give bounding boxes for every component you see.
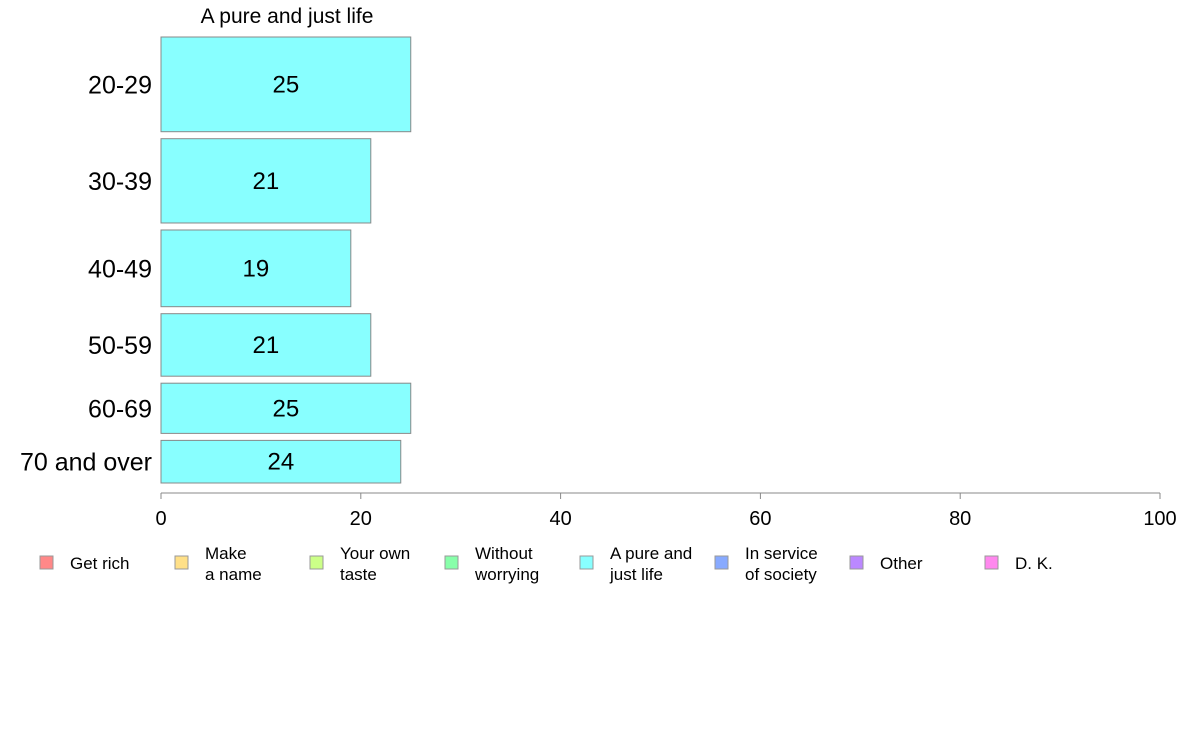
x-axis: 0 20 40 60 80 100	[155, 492, 1177, 530]
legend-label: D. K.	[1015, 554, 1053, 573]
legend-label: of society	[745, 565, 817, 584]
category-label: 70 and over	[20, 449, 152, 477]
x-tick-label: 60	[749, 508, 771, 530]
legend-swatch	[849, 555, 864, 570]
legend-swatch	[444, 555, 459, 570]
bar-60-69	[160, 382, 412, 434]
bar-40-49	[160, 229, 352, 308]
x-tick-label: 80	[949, 508, 971, 530]
legend-swatch	[309, 555, 324, 570]
legend-label: taste	[340, 565, 377, 584]
legend-label: In service	[745, 544, 818, 563]
bar-value-label: 19	[243, 255, 270, 282]
category-label: 60-69	[88, 395, 152, 423]
legend-label: a name	[205, 565, 262, 584]
legend-label: Make	[205, 544, 247, 563]
bar-value-label: 25	[273, 395, 300, 422]
x-tick-label: 20	[350, 508, 372, 530]
category-label: 20-29	[88, 71, 152, 99]
legend-label: just life	[609, 565, 663, 584]
category-label: 40-49	[88, 255, 152, 283]
legend-label: Other	[880, 554, 923, 573]
legend-label: Without	[475, 544, 533, 563]
legend-swatch	[984, 555, 999, 570]
category-label: 30-39	[88, 168, 152, 196]
legend-swatch	[174, 555, 189, 570]
legend-swatch	[39, 555, 54, 570]
legend-label: Get rich	[70, 554, 130, 573]
legend-label: A pure and	[610, 544, 692, 563]
bar-value-label: 21	[253, 168, 280, 195]
bars-group: 25 20-29 21 30-39 19 40-49 21 50-59 25 60-69 24 70 …	[20, 36, 412, 484]
bar-70-and-over	[160, 439, 402, 484]
x-tick-label: 0	[155, 508, 166, 530]
x-tick-label: 40	[549, 508, 571, 530]
bar-value-label: 25	[273, 71, 300, 98]
legend-label: Your own	[340, 544, 410, 563]
bar-value-label: 24	[268, 449, 295, 476]
category-label: 50-59	[88, 332, 152, 360]
bar-50-59	[160, 313, 372, 377]
chart-title: A pure and just life	[201, 5, 374, 28]
bar-30-39	[160, 138, 372, 224]
legend-swatch	[714, 555, 729, 570]
legend-label: worrying	[474, 565, 539, 584]
bar-value-label: 21	[253, 332, 280, 359]
legend-swatch	[579, 555, 594, 570]
bar-20-29	[160, 36, 412, 133]
x-tick-label: 100	[1143, 508, 1176, 530]
legend: Get rich Make a name Your own taste Without wo…	[39, 544, 1053, 584]
